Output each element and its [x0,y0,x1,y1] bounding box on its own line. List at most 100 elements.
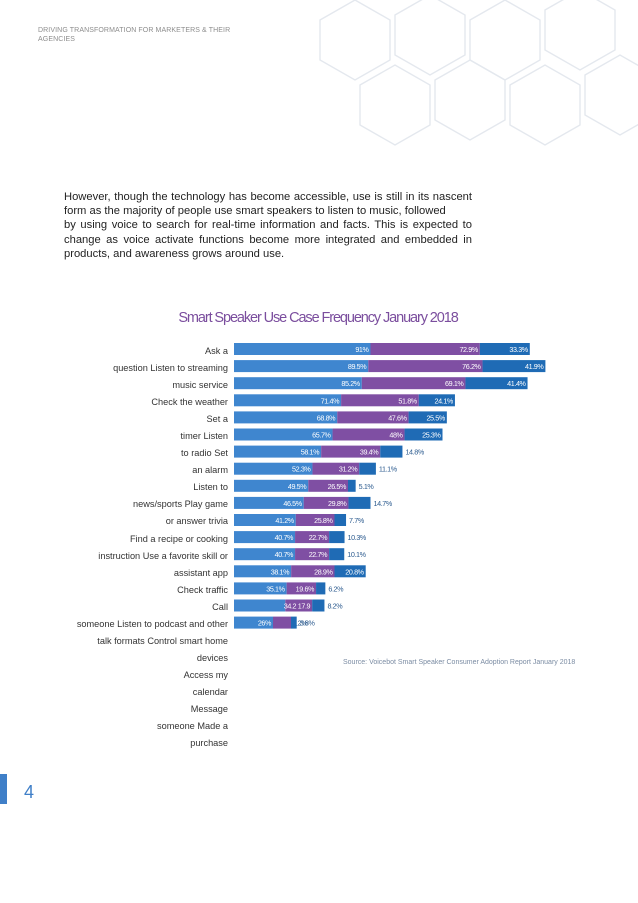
data-label-series-2: 22.7% [309,550,328,559]
data-label-series-3: 33.3% [509,345,528,354]
page-accent-bar [0,774,7,804]
category-label: Check traffic [177,584,228,595]
data-label-series-1: 26% [258,619,272,628]
category-label: an alarm [192,465,228,476]
data-label-series-1: 91% [355,345,369,354]
data-label-series-3: 6.2% [328,584,344,593]
bar-segment-series-2 [341,394,419,407]
bar-segment-series-1 [234,394,342,407]
bar-segment-series-2 [291,565,335,578]
bar-segment-series-3 [329,548,345,561]
data-label-series-3: 3.8% [300,619,316,628]
data-label-series-1: 85.2% [341,379,360,388]
bar-segment-series-1 [234,548,296,561]
category-label: Call [212,601,228,612]
data-label-series-2: 28.9% [314,567,333,576]
bar-segment-series-1 [234,360,369,373]
bar-segment-series-1 [234,411,338,424]
data-label-series-3: 10.3% [348,533,367,542]
bar-segment-series-3 [408,411,447,424]
source-note: Source: Voicebot Smart Speaker Consumer … [343,659,576,666]
bar-segment-series-1 [234,462,313,475]
data-label-series-3: 25.3% [422,431,441,440]
bar-segment-series-1 [234,496,304,509]
bar-segment-series-3 [482,360,546,373]
bar-segment-series-2 [332,428,405,441]
category-label: timer Listen [180,431,229,442]
bar-segment-series-3 [479,343,530,355]
hexagon-shape [359,64,431,146]
bar-segment-series-2 [285,599,313,612]
document-header: DRIVING TRANSFORMATION FOR MARKETERS & T… [38,27,231,43]
bar-segment-series-2 [337,411,409,424]
data-label-series-1: 58.1% [301,448,320,457]
bar-segment-series-3 [312,599,325,612]
bar-segment-series-2 [370,343,480,355]
data-label-series-2: 48% [389,431,403,440]
bar-segment-series-1 [234,479,309,492]
bar-segment-series-3 [359,462,376,475]
data-label-series-1: 68.8% [317,413,336,422]
category-label: Access my [183,669,228,680]
category-label-column: Ask a question Listen to streaming music s… [28,343,228,752]
data-label-series-1: 35.1% [266,584,285,593]
bar-segment-series-1 [234,343,371,355]
category-label: Check the weather [151,397,228,408]
hexagon-shape [509,64,581,146]
category-label: Find a recipe or cooking [129,533,228,544]
data-label-series-3: 41.9% [525,362,544,371]
bar-segment-series-2 [286,582,317,595]
data-label-series-1: 49.5% [288,482,307,491]
data-label-series-1: 41.2% [275,516,294,525]
bar-segment-series-1 [234,514,296,526]
data-label-series-2: 76.2% [462,362,481,371]
bar-segment-series-2 [312,462,360,475]
data-label-series-2: 34.2 17.9 [284,602,311,611]
bar-segment-series-3 [404,428,443,441]
bar-segment-series-2 [295,531,330,544]
data-label-series-3: 14.8% [405,448,424,457]
data-label-series-2: 72.9% [459,345,478,354]
data-label-series-1: 71.4% [321,396,340,405]
bar-segment-series-1 [234,616,273,629]
data-label-series-1: 65.7% [312,431,331,440]
intro-paragraph-line: However, though the technology has becom… [64,191,472,218]
bar-segment-series-2 [308,479,348,492]
bar-segment-series-1 [234,565,292,578]
data-label-series-3: 41.4% [507,379,526,388]
data-label-series-1: 46.5% [283,499,302,508]
data-label-series-3: 10.1% [347,550,366,559]
data-label-series-1: 89.5% [348,362,367,371]
bar-segment-series-1 [234,531,296,544]
data-label-series-3: 24.1% [435,396,454,405]
hexagon-shape [394,0,466,76]
data-label-series-2: 19.6% [296,584,315,593]
data-label-series-2: 12% [294,619,308,628]
hexagon-shape [584,54,638,136]
category-label: to radio Set [181,448,228,459]
data-label-series-3: 25.5% [426,413,445,422]
data-label-series-1: 52.3% [292,465,311,474]
data-label-series-2: 47.6% [388,413,407,422]
hexagon-shape [434,59,506,141]
data-label-series-3: 11.1% [379,465,398,474]
data-label-series-3: 7.7% [349,516,365,525]
category-label: or answer trivia [165,516,228,527]
data-label-series-1: 38.1% [271,567,290,576]
category-label: calendar [192,686,228,697]
category-label: instruction Use a favorite skill or [98,550,228,561]
bar-segment-series-1 [234,428,333,441]
chart-title: Smart Speaker Use Case Frequency January… [178,310,458,326]
bar-segment-series-1 [234,582,287,595]
bar-segment-series-1 [234,377,362,390]
data-label-series-2: 25.8% [314,516,333,525]
data-label-series-1: 40.7% [275,533,294,542]
bar-segment-series-3 [380,445,403,458]
bar-segment-series-3 [334,514,347,526]
data-label-series-3: 8.2% [327,602,343,611]
data-label-series-2: 29.8% [328,499,347,508]
bar-segment-series-2 [303,496,349,509]
category-label: question Listen to streaming [113,363,228,374]
bar-segment-series-3 [334,565,366,578]
